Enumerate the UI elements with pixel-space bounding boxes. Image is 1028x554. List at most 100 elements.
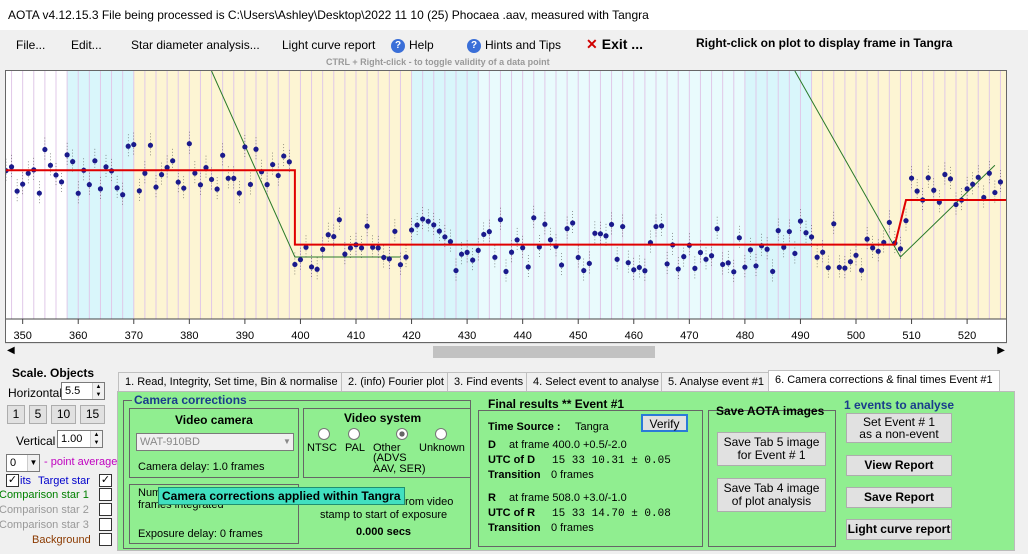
data-point <box>320 246 326 252</box>
data-point <box>808 234 815 240</box>
menu-edit[interactable]: Edit... <box>71 38 102 52</box>
scale-1-button[interactable]: 1 <box>7 405 25 424</box>
menu-light-curve-report[interactable]: Light curve report <box>282 38 376 52</box>
horizontal-label: Horizontal <box>8 386 63 400</box>
menu-hints[interactable]: ? Hints and Tips <box>467 38 561 53</box>
x-tick-label: 420 <box>402 330 420 342</box>
right-click-hint: Right-click on plot to display frame in … <box>696 36 953 50</box>
data-point <box>592 230 598 236</box>
window-title-bar: AOTA v4.12.15.3 File being processed is … <box>0 0 1028 30</box>
data-point <box>225 175 231 181</box>
scroll-thumb[interactable] <box>433 346 655 358</box>
target-star-checkbox[interactable]: ✓ <box>6 474 19 487</box>
tab-read[interactable]: 1. Read, Integrity, Set time, Bin & norm… <box>118 372 345 391</box>
data-point <box>375 245 381 251</box>
camera-model-select[interactable]: WAT-910BD ▼ <box>136 433 294 451</box>
data-point <box>20 181 26 187</box>
scale-10-button[interactable]: 10 <box>51 405 76 424</box>
data-point <box>547 237 554 243</box>
data-point <box>736 235 742 241</box>
help-icon: ? <box>391 38 405 53</box>
set-non-event-button[interactable]: Set Event # 1 as a non-event <box>846 413 952 443</box>
data-point <box>825 265 831 271</box>
spin-arrows-icon[interactable]: ▲ ▼ <box>92 383 104 399</box>
comparison-3-check[interactable] <box>99 518 112 531</box>
data-point <box>86 182 92 188</box>
data-point <box>864 236 870 242</box>
data-point <box>664 261 670 267</box>
data-point <box>303 244 309 250</box>
data-point <box>697 249 704 256</box>
light-curve-report-button[interactable]: Light curve report <box>846 519 952 540</box>
data-point <box>364 223 370 229</box>
transition-d-label: Transition <box>488 469 541 481</box>
background-check[interactable] <box>99 533 112 546</box>
save-report-button[interactable]: Save Report <box>846 487 952 508</box>
data-point <box>453 267 459 274</box>
horizontal-scrollbar[interactable]: ◀ ▶ <box>5 343 1007 360</box>
plot-svg[interactable]: 350 360 370 380 390 400 410 420 430 440 450 460 470 4… <box>6 71 1006 342</box>
data-point <box>558 262 565 268</box>
final-results-group <box>478 410 703 547</box>
data-point <box>42 146 48 153</box>
save-tab5-button[interactable]: Save Tab 5 image for Event # 1 <box>717 432 826 466</box>
other-radio[interactable] <box>396 428 408 440</box>
scroll-left-icon[interactable]: ◀ <box>7 345 15 356</box>
data-point <box>775 228 781 234</box>
help-icon: ? <box>467 38 481 53</box>
menu-exit-label: Exit ... <box>601 36 643 52</box>
data-point <box>620 223 626 230</box>
data-point <box>97 186 104 192</box>
x-tick-label: 520 <box>958 330 976 342</box>
scale-objects-panel: Scale. Objects Horizontal 5.5 ▲ ▼ 1 5 10 … <box>0 362 117 554</box>
data-point <box>792 250 798 257</box>
comparison-3-label: Comparison star 3 <box>0 519 89 531</box>
data-point <box>614 256 620 262</box>
menu-help[interactable]: ? Help <box>391 38 434 53</box>
tab-select-event[interactable]: 4. Select event to analyse <box>526 372 666 391</box>
plot-band <box>811 71 1006 319</box>
verify-button[interactable]: Verify <box>641 414 688 432</box>
scroll-right-icon[interactable]: ▶ <box>997 345 1005 356</box>
menu-exit[interactable]: ✕ Exit ... <box>586 36 643 53</box>
point-average-label: - point average <box>44 456 118 468</box>
view-report-button[interactable]: View Report <box>846 455 952 476</box>
x-tick-label: 470 <box>680 330 698 342</box>
ctrl-hint: CTRL + Right-click - to toggle validity … <box>326 57 550 67</box>
plot-band <box>6 71 23 319</box>
data-point <box>681 254 687 260</box>
vertical-scale-input[interactable]: 1.00 ▲ ▼ <box>57 430 103 448</box>
save-images-group <box>708 410 836 547</box>
ntsc-radio[interactable] <box>318 428 330 440</box>
data-point <box>275 172 281 179</box>
tab-camera-corrections[interactable]: 6. Camera corrections & final times Even… <box>768 370 1000 391</box>
pal-radio[interactable] <box>348 428 360 440</box>
vertical-label: Vertical <box>16 434 56 448</box>
light-curve-plot[interactable]: 350 360 370 380 390 400 410 420 430 440 450 460 470 4… <box>5 70 1007 343</box>
data-point <box>308 264 315 270</box>
data-point <box>470 257 476 263</box>
data-point <box>425 218 431 224</box>
transition-r-label: Transition <box>488 522 541 534</box>
spin-arrows-icon[interactable]: ▲ ▼ <box>90 431 102 447</box>
horizontal-scale-input[interactable]: 5.5 ▲ ▼ <box>61 382 105 400</box>
data-point <box>192 170 198 176</box>
tab-find-events[interactable]: 3. Find events <box>447 372 531 391</box>
data-point <box>25 170 31 176</box>
comparison-1-check[interactable] <box>99 488 112 501</box>
scale-5-button[interactable]: 5 <box>29 405 47 424</box>
tab-fourier[interactable]: 2. (info) Fourier plot <box>341 372 451 391</box>
helper-curve <box>794 71 996 258</box>
scale-15-button[interactable]: 15 <box>80 405 105 424</box>
x-tick-label: 400 <box>291 330 309 342</box>
menu-file[interactable]: File... <box>16 38 46 52</box>
tab-analyse-event[interactable]: 5. Analyse event #1 <box>661 372 772 391</box>
unknown-radio[interactable] <box>435 428 447 440</box>
data-point <box>786 228 792 235</box>
target-star-check[interactable]: ✓ <box>99 474 112 487</box>
data-point <box>497 217 504 223</box>
save-tab4-button[interactable]: Save Tab 4 image of plot analysis <box>717 478 826 512</box>
menu-star-diameter[interactable]: Star diameter analysis... <box>131 38 260 52</box>
point-average-select[interactable]: 0 ▼ <box>6 454 40 472</box>
comparison-2-check[interactable] <box>99 503 112 516</box>
